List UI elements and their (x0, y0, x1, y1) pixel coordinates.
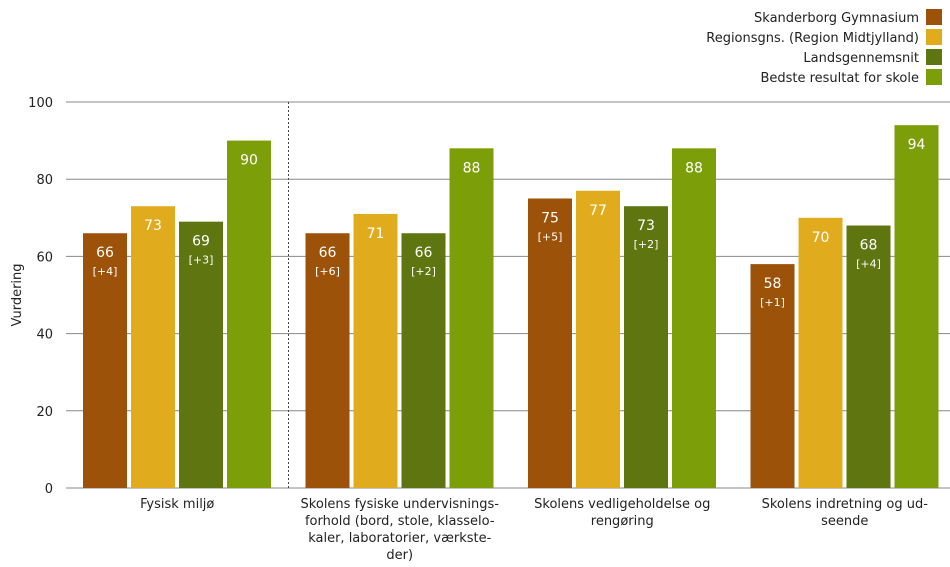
bar (83, 233, 127, 488)
y-tick-label: 20 (36, 405, 53, 420)
legend-swatch (926, 49, 942, 65)
legend-swatch (926, 69, 942, 85)
bar (179, 221, 223, 488)
bar-diff-label: [+4] (856, 258, 881, 271)
bar-value-label: 68 (860, 238, 878, 254)
bar (305, 233, 350, 488)
legend-item-label: Regionsgns. (Region Midtjylland) (706, 31, 919, 46)
bar (750, 264, 795, 488)
bars: 66 [+4] 73 69 [+3] 90 66 [+6] 71 66 [+2] 88 75 [+5] 77… (83, 125, 939, 489)
bar-diff-label: [+2] (411, 265, 436, 278)
x-category-label: Skolens vedligeholdelse og (534, 497, 710, 512)
bar-value-label: 71 (367, 226, 385, 242)
x-category-label: Fysisk miljø (140, 497, 214, 512)
bar-value-label: 73 (144, 218, 162, 234)
bar (353, 213, 398, 488)
bar (672, 148, 716, 488)
bar (798, 217, 843, 489)
bar-diff-label: [+5] (538, 231, 563, 244)
bar-value-label: 88 (685, 160, 703, 176)
bar-value-label: 70 (812, 230, 830, 246)
y-tick-label: 40 (36, 328, 53, 343)
legend: Skanderborg Gymnasium Regionsgns. (Region… (706, 9, 942, 86)
bar-value-label: 77 (589, 203, 607, 219)
bar-value-label: 73 (637, 218, 655, 234)
bar (894, 125, 939, 488)
bar-value-label: 66 (319, 245, 337, 261)
bar (131, 206, 175, 488)
bar-value-label: 66 (96, 245, 114, 261)
y-axis-label: Vurdering (10, 263, 25, 326)
bar (227, 140, 271, 488)
legend-swatch (926, 9, 942, 25)
y-tick-label: 0 (45, 482, 53, 497)
x-category-label: rengøring (591, 514, 654, 529)
bar-value-label: 66 (415, 245, 433, 261)
bar-diff-label: [+3] (189, 254, 214, 267)
x-category-label: seende (821, 514, 868, 529)
x-category-label: Skolens fysiske undervisnings- (301, 497, 500, 512)
bar-diff-label: [+4] (93, 265, 118, 278)
bar-value-label: 58 (764, 276, 782, 292)
x-axis: Fysisk miljø Skolens fysiske undervisning… (140, 497, 928, 563)
bar-value-label: 75 (541, 211, 559, 227)
legend-item-label: Skanderborg Gymnasium (754, 11, 919, 26)
bar-value-label: 88 (463, 160, 481, 176)
x-category-label: forhold (bord, stole, klasselo- (305, 514, 495, 529)
bar (401, 233, 446, 488)
bar (528, 198, 572, 488)
legend-swatch (926, 29, 942, 45)
bar (624, 206, 668, 488)
legend-item-label: Landsgennemsnit (803, 51, 919, 66)
y-tick-label: 80 (36, 173, 53, 188)
y-axis: 0 20 40 60 80 100 (28, 96, 53, 497)
bar-value-label: 94 (908, 137, 926, 153)
x-category-label: kaler, laboratorier, værkste- (308, 531, 491, 546)
bar-diff-label: [+2] (634, 238, 659, 251)
bar-value-label: 90 (240, 153, 258, 169)
bar (576, 190, 620, 488)
x-category-label: Skolens indretning og ud- (762, 497, 929, 512)
y-tick-label: 60 (36, 250, 53, 265)
bar (846, 225, 891, 488)
bar-value-label: 69 (192, 234, 210, 250)
x-category-label: der) (386, 548, 413, 563)
legend-item-label: Bedste resultat for skole (760, 71, 919, 86)
bar-diff-label: [+1] (760, 296, 785, 309)
y-tick-label: 100 (28, 96, 53, 111)
bar (449, 148, 494, 488)
bar-diff-label: [+6] (315, 265, 340, 278)
